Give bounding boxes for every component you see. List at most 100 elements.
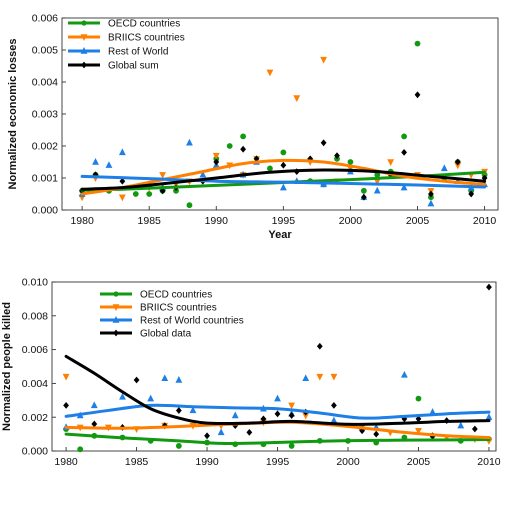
- y-tick-label: 0.002: [32, 141, 58, 153]
- data-point: [77, 446, 84, 453]
- data-point: [274, 394, 281, 402]
- data-point: [288, 443, 295, 449]
- data-point: [92, 158, 99, 165]
- data-point: [246, 429, 253, 436]
- y-tick-label: 0.004: [22, 378, 48, 390]
- data-point: [454, 158, 461, 166]
- y-tick-label: 0.000: [32, 205, 58, 217]
- y-axis-label: Normalized people killed: [1, 302, 13, 431]
- people-killed-chart: 0.000 0.002 0.004 0.006 0.008 0.010 1980 1985 19…: [1, 277, 501, 468]
- data-point: [415, 428, 422, 435]
- legend-marker: [80, 34, 88, 41]
- data-point: [415, 395, 422, 402]
- y-tick-label: 0.006: [32, 13, 58, 25]
- data-point: [288, 402, 296, 410]
- trend-line-briics-countries: [80, 158, 487, 196]
- data-point: [212, 152, 220, 160]
- data-point: [316, 342, 323, 350]
- data-point: [302, 374, 310, 382]
- trend-line-oecd-countries: [64, 432, 491, 446]
- data-point: [240, 145, 246, 153]
- trend-line-rest-of-world: [80, 174, 487, 189]
- data-point: [387, 159, 395, 166]
- legend-marker: [112, 316, 120, 323]
- data-point: [105, 161, 113, 168]
- y-tick-label: 0.005: [32, 45, 58, 57]
- trend-line-rest-of-world-countries: [64, 403, 491, 420]
- data-point: [175, 407, 182, 414]
- data-point: [471, 425, 478, 433]
- data-point: [320, 139, 327, 147]
- data-point: [231, 411, 239, 419]
- legend-marker: [113, 329, 119, 337]
- data-point: [414, 40, 421, 47]
- data-point: [334, 152, 340, 159]
- data-point: [204, 432, 210, 440]
- y-tick-label: 0.006: [22, 344, 48, 356]
- data-point: [132, 191, 139, 197]
- data-point: [189, 406, 197, 414]
- data-point: [274, 410, 281, 418]
- x-tick-label: 1990: [195, 456, 219, 468]
- data-point: [401, 149, 407, 156]
- legend-marker: [113, 291, 119, 297]
- data-point: [331, 401, 337, 409]
- y-tick-label: 0.008: [22, 310, 48, 322]
- x-tick-label: 1985: [138, 215, 162, 227]
- legend-marker: [80, 47, 88, 54]
- data-point: [374, 171, 381, 178]
- data-point: [468, 190, 475, 198]
- legend-label: OECD countries: [140, 290, 212, 301]
- x-tick-label: 2010: [477, 456, 501, 468]
- legend-marker: [81, 20, 87, 26]
- data-point: [267, 165, 273, 172]
- data-point: [401, 133, 407, 140]
- trend-line-briics-countries: [64, 420, 491, 439]
- legend-label: Global data: [140, 329, 192, 340]
- legend-label: Rest of World countries: [140, 316, 244, 327]
- data-point: [213, 158, 220, 166]
- data-point: [260, 415, 267, 423]
- legend: OECD countries BRIICS countries Rest of Wo…: [68, 19, 185, 72]
- data-point: [159, 172, 167, 179]
- y-tick-label: 0.001: [32, 173, 58, 185]
- data-point: [226, 143, 233, 149]
- x-axis-label: Year: [268, 229, 292, 241]
- data-point: [302, 412, 310, 420]
- data-point: [288, 412, 295, 419]
- data-point: [186, 138, 193, 146]
- y-tick-label: 0.004: [32, 77, 58, 89]
- data-point: [320, 56, 327, 64]
- data-point: [133, 376, 140, 384]
- x-tick-label: 1990: [205, 215, 229, 227]
- x-tick-label: 1980: [70, 215, 94, 227]
- x-tick-label: 2000: [339, 215, 363, 227]
- x-tick-label: 2010: [473, 215, 497, 227]
- data-point: [330, 416, 338, 424]
- legend-label: Global sum: [108, 61, 159, 72]
- data-point: [279, 183, 287, 191]
- series-rest-of-world-countries-points: [62, 370, 493, 436]
- data-point: [280, 149, 287, 156]
- data-point: [199, 170, 207, 178]
- data-point: [119, 392, 126, 400]
- data-point: [330, 373, 338, 381]
- data-point: [428, 190, 434, 198]
- data-point: [118, 148, 126, 156]
- x-tick-label: 1995: [272, 215, 296, 227]
- y-tick-label: 0.002: [22, 412, 48, 424]
- legend-label: OECD countries: [108, 19, 180, 30]
- data-point: [217, 428, 225, 436]
- data-point: [373, 430, 380, 438]
- legend-label: BRIICS countries: [140, 303, 217, 314]
- y-tick-label: 0.003: [32, 109, 58, 121]
- data-point: [161, 374, 169, 382]
- data-point: [159, 187, 166, 195]
- data-point: [119, 177, 126, 185]
- y-tick-label: 0.000: [22, 446, 48, 458]
- legend-label: Rest of World: [108, 47, 168, 58]
- data-point: [486, 283, 492, 291]
- x-tick-label: 2005: [407, 456, 431, 468]
- data-point: [400, 370, 408, 378]
- y-axis-label: Normalized economic losses: [7, 39, 19, 190]
